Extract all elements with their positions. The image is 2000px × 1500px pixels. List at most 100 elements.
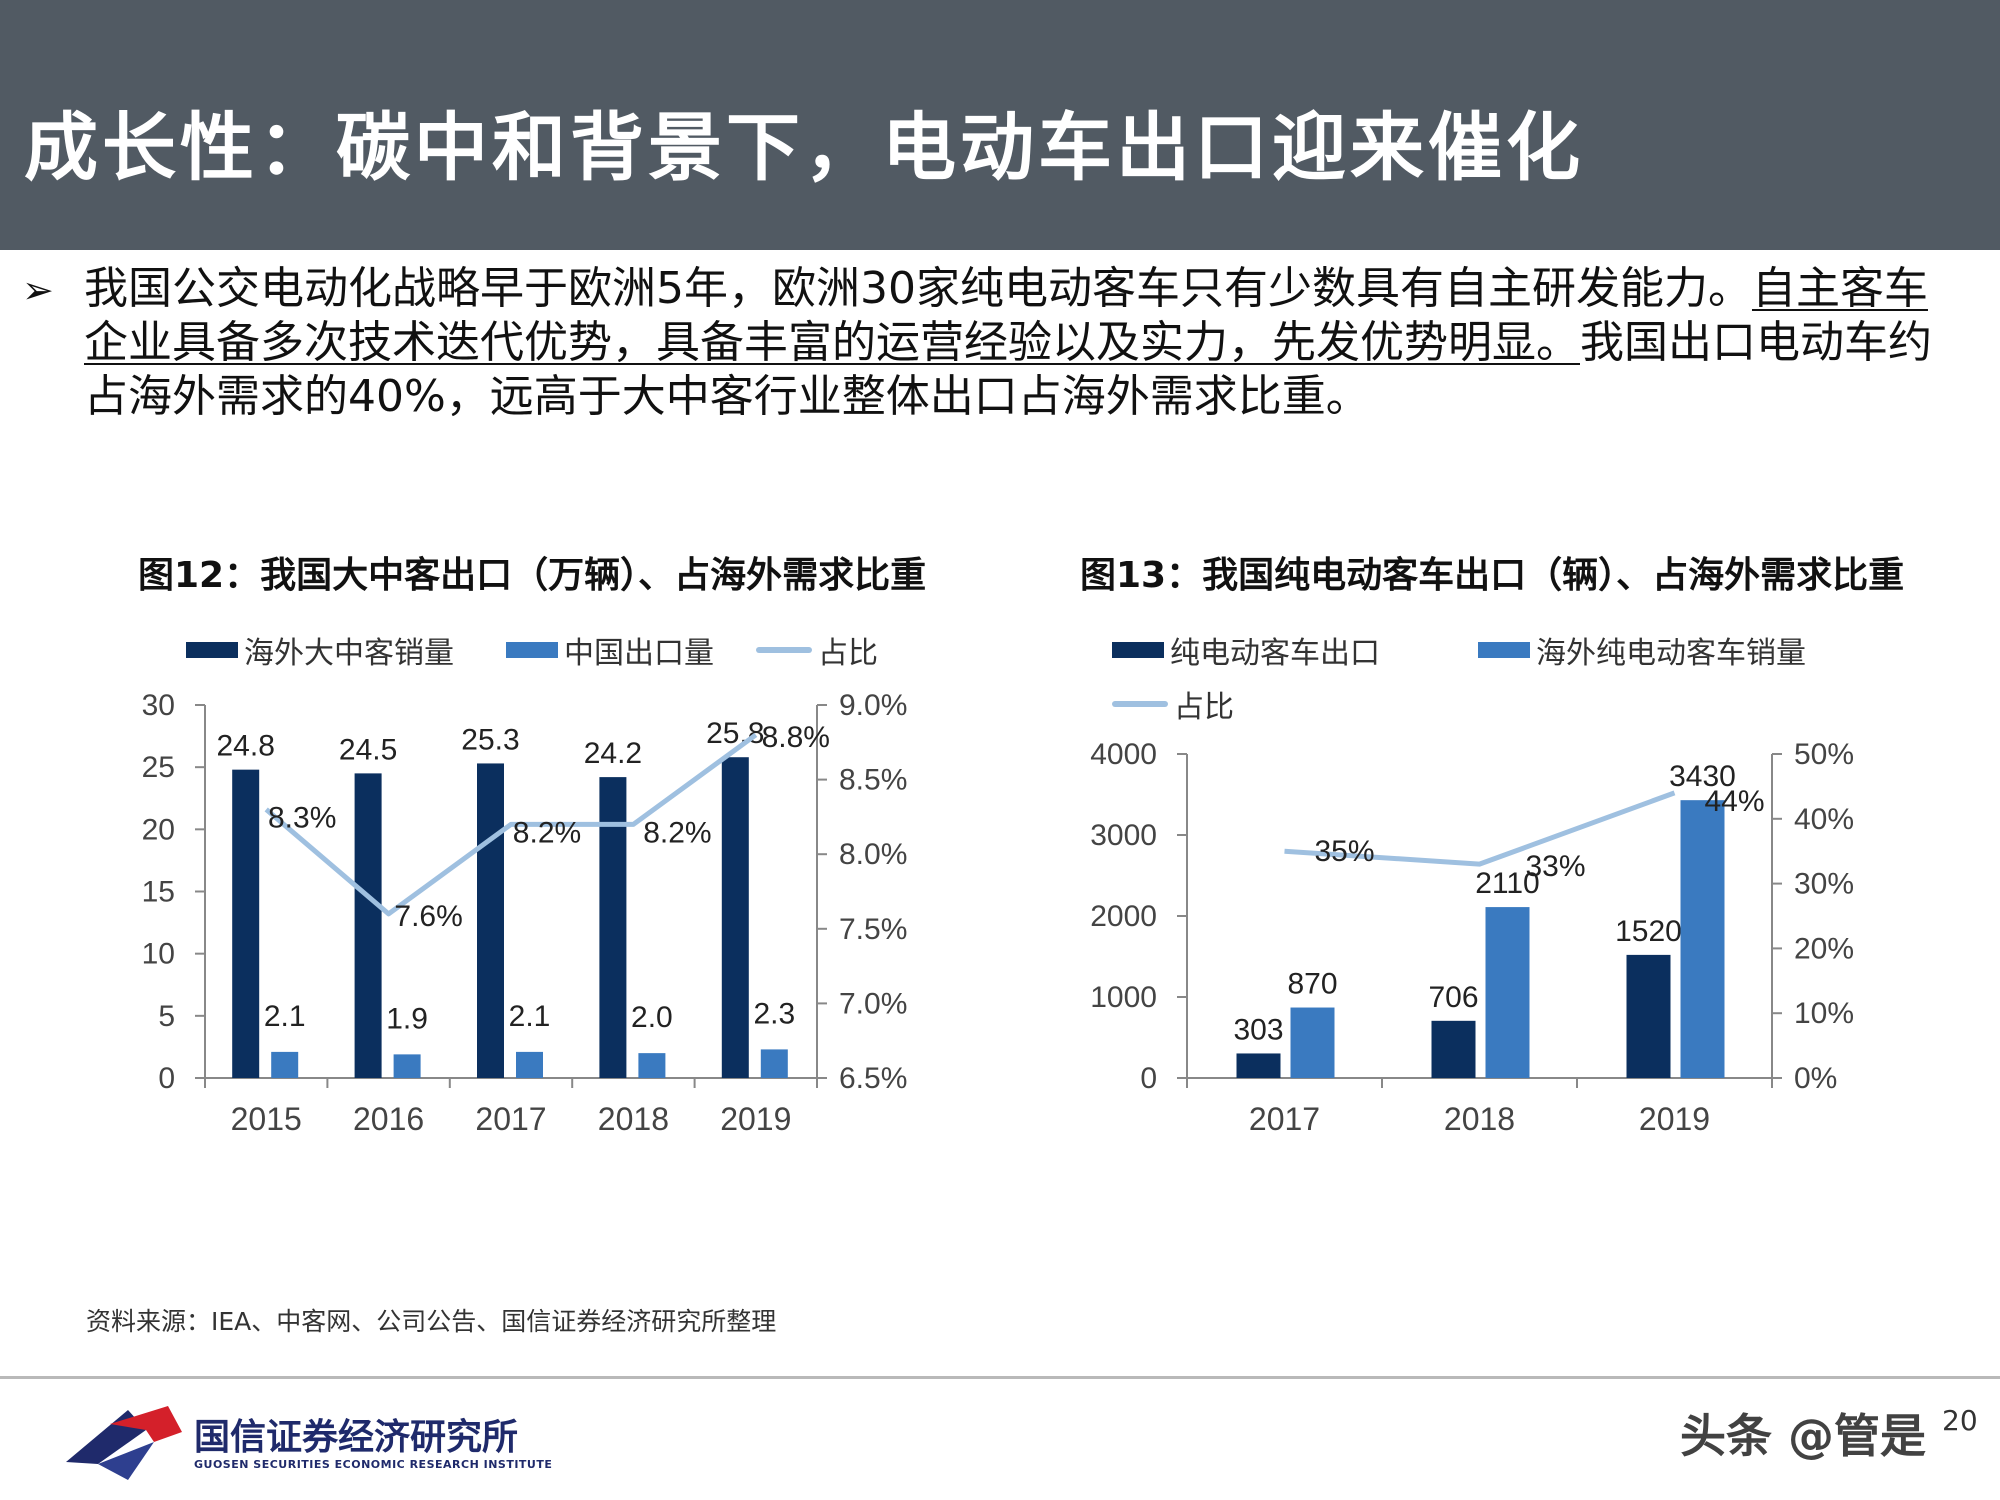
undefined-ratio-label: 8.8% xyxy=(762,721,830,754)
undefined-bar-b xyxy=(393,1054,421,1078)
undefined-y-right-tick-label: 40% xyxy=(1794,803,1854,836)
fig12-legend-swatch-export xyxy=(506,642,558,658)
undefined-ratio-label: 8.2% xyxy=(513,816,581,849)
undefined-ratio-label: 44% xyxy=(1704,785,1764,818)
undefined-y-left-tick-label: 25 xyxy=(142,751,175,784)
undefined-y-right-tick-label: 10% xyxy=(1794,997,1854,1030)
fig12-legend-label-export: 中国出口量 xyxy=(564,636,714,671)
undefined-y-left-tick-label: 2000 xyxy=(1090,900,1157,933)
undefined-y-right-tick-label: 20% xyxy=(1794,932,1854,965)
undefined-y-right-tick-label: 0% xyxy=(1794,1062,1837,1095)
bullet-arrow-icon: ➢ xyxy=(22,268,54,312)
undefined-y-right-tick-label: 8.0% xyxy=(839,838,907,871)
undefined-bar-label-a: 303 xyxy=(1233,1013,1283,1046)
fig12-legend-label-overseas: 海外大中客销量 xyxy=(244,636,454,671)
guosen-logo: 国信证券经济研究所 GUOSEN SECURITIES ECONOMIC RES… xyxy=(58,1392,552,1492)
fig13-legend-swatch-export xyxy=(1112,642,1164,658)
logo-subtitle: GUOSEN SECURITIES ECONOMIC RESEARCH INST… xyxy=(194,1458,553,1471)
undefined-bar-b xyxy=(760,1049,788,1078)
undefined-bar-label-b: 2.3 xyxy=(753,997,795,1030)
undefined-y-left-tick-label: 0 xyxy=(158,1062,175,1095)
undefined-bar-a xyxy=(1431,1020,1476,1078)
undefined-bar-a xyxy=(477,763,504,1078)
page-number: 20 xyxy=(1942,1404,1978,1437)
fig12-legend-item-export: 中国出口量 xyxy=(506,628,714,672)
undefined-bar-label-a: 25.3 xyxy=(461,723,519,756)
guosen-logo-mark-icon xyxy=(66,1406,182,1480)
undefined-x-tick-label: 2016 xyxy=(353,1101,424,1137)
undefined-ratio-line xyxy=(264,732,758,917)
undefined-y-left-tick-label: 4000 xyxy=(1090,738,1157,771)
undefined-y-right-tick-label: 8.5% xyxy=(839,764,907,797)
undefined-bar-b xyxy=(271,1051,299,1078)
undefined-bar-label-b: 3430 xyxy=(1669,760,1736,793)
title-bar: 成长性：碳中和背景下，电动车出口迎来催化 xyxy=(0,0,2000,250)
undefined-bar-label-a: 24.5 xyxy=(339,733,397,766)
fig13-legend-item-ratio: 占比 xyxy=(1112,682,1234,726)
undefined-ratio-label: 8.2% xyxy=(643,816,711,849)
undefined-y-right-tick-label: 9.0% xyxy=(839,689,907,722)
logo-name: 国信证券经济研究所 xyxy=(194,1417,519,1458)
undefined-y-left-tick-label: 0 xyxy=(1140,1062,1157,1095)
fig13-legend-label-export: 纯电动客车出口 xyxy=(1170,636,1380,671)
undefined-bar-b xyxy=(1680,800,1725,1078)
bullet-sentence-2-underlined: 自主客车企业具备多次技术迭代优势，具备丰富的运营经验以及实力，先发优势明显。 xyxy=(84,263,1928,368)
undefined-y-right-tick-label: 7.0% xyxy=(839,987,907,1020)
undefined-bar-b xyxy=(638,1053,666,1078)
bullet-text: 我国公交电动化战略早于欧洲5年，欧洲30家纯电动客车只有少数具有自主研发能力。自… xyxy=(84,262,1964,424)
undefined-y-left-tick-label: 5 xyxy=(158,1000,175,1033)
fig12-title: 图12：我国大中客出口（万辆）、占海外需求比重 xyxy=(138,555,927,596)
fig13-legend-swatch-ratio xyxy=(1112,701,1168,707)
undefined-x-tick-label: 2019 xyxy=(720,1101,791,1137)
undefined-bar-label-b: 1.9 xyxy=(386,1002,428,1035)
undefined-bar-a xyxy=(1626,954,1671,1078)
undefined-bar-label-a: 24.8 xyxy=(217,730,275,763)
undefined-x-tick-label: 2019 xyxy=(1639,1101,1710,1137)
undefined-bar-label-b: 2.1 xyxy=(509,1000,551,1033)
undefined-bar-label-a: 24.2 xyxy=(584,737,642,770)
undefined-bar-label-b: 2110 xyxy=(1475,867,1540,900)
undefined-y-right-tick-label: 30% xyxy=(1794,868,1854,901)
undefined-ratio-label: 35% xyxy=(1314,835,1374,868)
undefined-y-left-tick-label: 10 xyxy=(142,938,175,971)
fig12-legend-label-ratio: 占比 xyxy=(818,636,878,671)
undefined-x-tick-label: 2017 xyxy=(475,1101,546,1137)
undefined-bar-label-b: 870 xyxy=(1287,968,1337,1001)
undefined-y-left-tick-label: 20 xyxy=(142,813,175,846)
undefined-y-left-tick-label: 15 xyxy=(142,876,175,909)
undefined-x-tick-label: 2018 xyxy=(1444,1101,1515,1137)
undefined-bar-b xyxy=(516,1051,543,1078)
fig13-title: 图13：我国纯电动客车出口（辆）、占海外需求比重 xyxy=(1080,555,1905,596)
fig13-legend-item-export: 纯电动客车出口 xyxy=(1112,628,1380,672)
fig13-legend-swatch-overseas xyxy=(1478,642,1530,658)
source-note: 资料来源：IEA、中客网、公司公告、国信证券经济研究所整理 xyxy=(86,1307,777,1336)
fig13-legend-item-overseas: 海外纯电动客车销量 xyxy=(1478,628,1806,672)
undefined-ratio-label: 33% xyxy=(1525,850,1585,883)
fig13-legend-label-overseas: 海外纯电动客车销量 xyxy=(1536,636,1806,671)
undefined-bar-a xyxy=(232,769,260,1078)
undefined-bar-label-a: 1520 xyxy=(1615,915,1682,948)
undefined-bar-label-a: 706 xyxy=(1428,981,1478,1014)
bullet-sentence-3: 我国出口电动车约占海外需求的40%，远高于大中客行业整体出口占海外需求比重。 xyxy=(84,317,1932,422)
undefined-bar-a xyxy=(354,773,382,1078)
undefined-y-left-tick-label: 30 xyxy=(142,689,175,722)
undefined-x-tick-label: 2018 xyxy=(598,1101,669,1137)
undefined-bar-a xyxy=(721,757,749,1078)
undefined-ratio-label: 8.3% xyxy=(268,801,336,834)
undefined-ratio-label: 7.6% xyxy=(394,900,462,933)
undefined-bar-a xyxy=(599,777,627,1078)
undefined-y-right-tick-label: 7.5% xyxy=(839,913,907,946)
fig12-legend-item-overseas: 海外大中客销量 xyxy=(186,628,454,672)
bullet-sentence-1: 我国公交电动化战略早于欧洲5年，欧洲30家纯电动客车只有少数具有自主研发能力。 xyxy=(84,263,1752,314)
undefined-y-left-tick-label: 1000 xyxy=(1090,981,1157,1014)
undefined-x-tick-label: 2015 xyxy=(231,1101,302,1137)
undefined-ratio-line xyxy=(1284,790,1676,867)
watermark: 头条 @管是 xyxy=(1680,1409,1927,1463)
fig12-legend-item-ratio: 占比 xyxy=(756,628,878,672)
undefined-bar-label-b: 2.0 xyxy=(631,1001,673,1034)
undefined-bar-a xyxy=(1236,1053,1281,1078)
fig12-legend-swatch-ratio xyxy=(756,647,812,653)
undefined-bar-label-b: 2.1 xyxy=(264,1000,306,1033)
